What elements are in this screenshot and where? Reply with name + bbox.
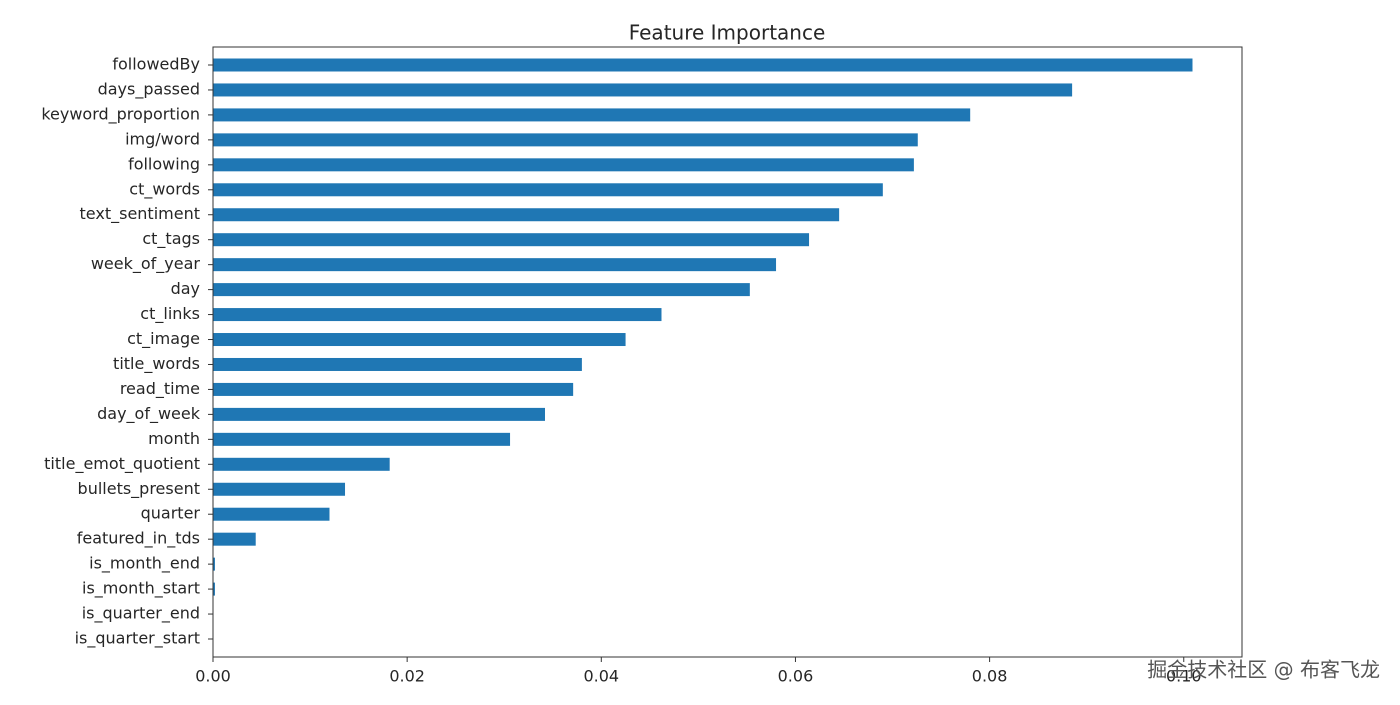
- x-tick-label: 0.02: [389, 667, 425, 686]
- bar: [213, 507, 330, 521]
- watermark: 掘金技术社区 @ 布客飞龙: [1147, 658, 1380, 682]
- y-tick-label: img/word: [125, 129, 200, 148]
- bar: [213, 582, 215, 596]
- bar: [213, 308, 662, 322]
- y-tick-label: week_of_year: [91, 254, 201, 274]
- y-tick-label: is_quarter_end: [82, 604, 200, 624]
- y-tick-label: ct_image: [127, 329, 200, 349]
- bar: [213, 258, 777, 272]
- y-tick-label: day: [171, 279, 200, 298]
- y-tick-label: is_quarter_start: [75, 629, 200, 649]
- x-tick-label: 0.10: [1166, 667, 1202, 686]
- x-tick-label: 0.00: [195, 667, 231, 686]
- bar: [213, 183, 883, 197]
- y-tick-label: ct_tags: [142, 229, 200, 249]
- x-tick-label: 0.04: [583, 667, 619, 686]
- y-tick-label: read_time: [120, 379, 200, 399]
- bar: [213, 557, 215, 571]
- bar: [213, 58, 1193, 72]
- y-tick-label: keyword_proportion: [41, 104, 200, 124]
- bar: [213, 357, 582, 371]
- x-tick-label: 0.08: [972, 667, 1008, 686]
- bar: [213, 158, 914, 172]
- y-tick-label: is_month_end: [89, 554, 200, 574]
- y-tick-label: ct_links: [140, 304, 200, 324]
- x-tick-label: 0.06: [778, 667, 814, 686]
- y-tick-label: quarter: [141, 504, 201, 523]
- bar: [213, 133, 918, 147]
- bar: [213, 407, 545, 421]
- plot-frame: [212, 46, 1243, 658]
- bar: [213, 208, 840, 222]
- y-tick-label: followedBy: [112, 55, 200, 74]
- bar: [213, 108, 971, 122]
- bar: [213, 283, 750, 297]
- y-tick-label: title_words: [113, 354, 200, 374]
- y-tick-label: following: [128, 154, 200, 173]
- bar: [213, 532, 256, 546]
- y-tick-label: ct_words: [129, 179, 200, 199]
- y-tick-label: day_of_week: [97, 404, 201, 424]
- y-tick-label: month: [148, 429, 200, 448]
- y-tick-label: bullets_present: [78, 479, 200, 499]
- y-tick-label: is_month_start: [82, 579, 200, 599]
- y-tick-label: featured_in_tds: [77, 529, 200, 549]
- bar: [213, 333, 626, 347]
- bar: [213, 457, 390, 471]
- y-tick-label: text_sentiment: [80, 204, 200, 224]
- chart-title: Feature Importance: [629, 21, 826, 45]
- bar: [213, 83, 1073, 97]
- bar: [213, 432, 511, 446]
- bar: [213, 233, 810, 247]
- bar: [213, 382, 574, 396]
- y-tick-label: days_passed: [98, 79, 200, 99]
- bar: [213, 482, 346, 496]
- y-tick-label: title_emot_quotient: [44, 454, 200, 474]
